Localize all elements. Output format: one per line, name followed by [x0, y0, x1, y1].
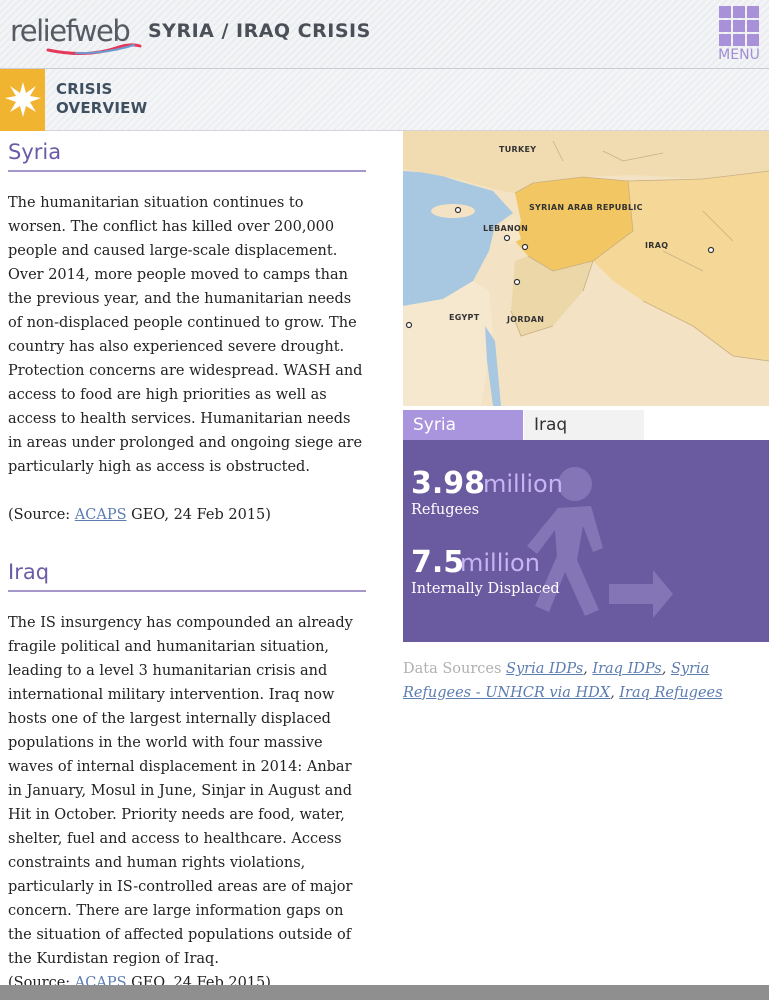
refugees-unit: million — [483, 470, 563, 498]
grid-menu-icon — [719, 6, 759, 46]
map-label-egypt: EGYPT — [449, 313, 480, 322]
bottom-scroll-bar — [0, 985, 769, 1000]
country-tabs: Syria Iraq — [403, 406, 769, 450]
map-label-iraq: IRAQ — [645, 241, 669, 250]
data-sources-label: Data Sources — [403, 661, 502, 677]
menu-button[interactable]: MENU — [716, 6, 762, 64]
data-source-link-syria-refugees[interactable]: Syria Refugees - UNHCR via HDX — [403, 661, 710, 701]
data-source-link-iraq-refugees[interactable]: Iraq Refugees — [619, 685, 723, 701]
iraq-heading: Iraq — [8, 560, 366, 592]
page-title: SYRIA / IRAQ CRISIS — [148, 20, 371, 42]
region-map[interactable]: TURKEY SYRIAN ARAB REPUBLIC LEBANON IRAQ… — [403, 131, 769, 406]
idp-unit: million — [460, 549, 540, 577]
region-map-graphic — [403, 131, 769, 406]
crisis-overview-line2: OVERVIEW — [56, 99, 148, 117]
syria-body-text: The humanitarian situation continues to … — [8, 195, 363, 475]
site-header: reliefweb SYRIA / IRAQ CRISIS MENU — [0, 0, 769, 69]
menu-label: MENU — [718, 47, 760, 63]
syria-source: (Source: ACAPS GEO, 24 Feb 2015) — [8, 503, 363, 527]
crisis-overview-line1: CRISIS — [56, 80, 113, 98]
walking-person-icon — [527, 467, 673, 618]
syria-source-link[interactable]: ACAPS — [74, 507, 127, 523]
refugees-value: 3.98 — [411, 466, 486, 501]
iraq-body-text: The IS insurgency has compounded an alre… — [8, 615, 353, 967]
data-source-link-iraq-idps[interactable]: Iraq IDPs — [592, 661, 662, 677]
idp-label: Internally Displaced — [411, 581, 560, 597]
logo-swoosh-icon — [46, 43, 142, 56]
refugees-label: Refugees — [411, 502, 480, 518]
logo-text: reliefweb — [10, 14, 131, 48]
crisis-overview-icon-box — [0, 69, 45, 131]
crisis-overview-bar: CRISIS OVERVIEW — [0, 69, 769, 131]
syria-heading: Syria — [8, 140, 366, 172]
map-label-syria: SYRIAN ARAB REPUBLIC — [529, 203, 643, 212]
map-label-lebanon: LEBANON — [483, 224, 529, 233]
crisis-overview-label[interactable]: CRISIS OVERVIEW — [56, 80, 176, 118]
syria-source-prefix: (Source: — [8, 507, 75, 523]
syria-source-suffix: GEO, 24 Feb 2015) — [126, 507, 271, 523]
map-label-turkey: TURKEY — [499, 145, 537, 154]
tab-syria[interactable]: Syria — [403, 410, 523, 440]
map-label-jordan: JORDAN — [507, 315, 545, 324]
reliefweb-logo[interactable]: reliefweb — [10, 14, 142, 56]
starburst-icon — [5, 82, 41, 117]
idp-value: 7.5 — [411, 545, 465, 580]
displacement-stats-panel: 3.98 million Refugees 7.5 million Intern… — [403, 440, 769, 642]
data-source-link-syria-idps[interactable]: Syria IDPs — [506, 661, 584, 677]
data-sources: Data Sources Syria IDPs, Iraq IDPs, Syri… — [403, 661, 723, 701]
tab-iraq[interactable]: Iraq — [524, 410, 644, 440]
